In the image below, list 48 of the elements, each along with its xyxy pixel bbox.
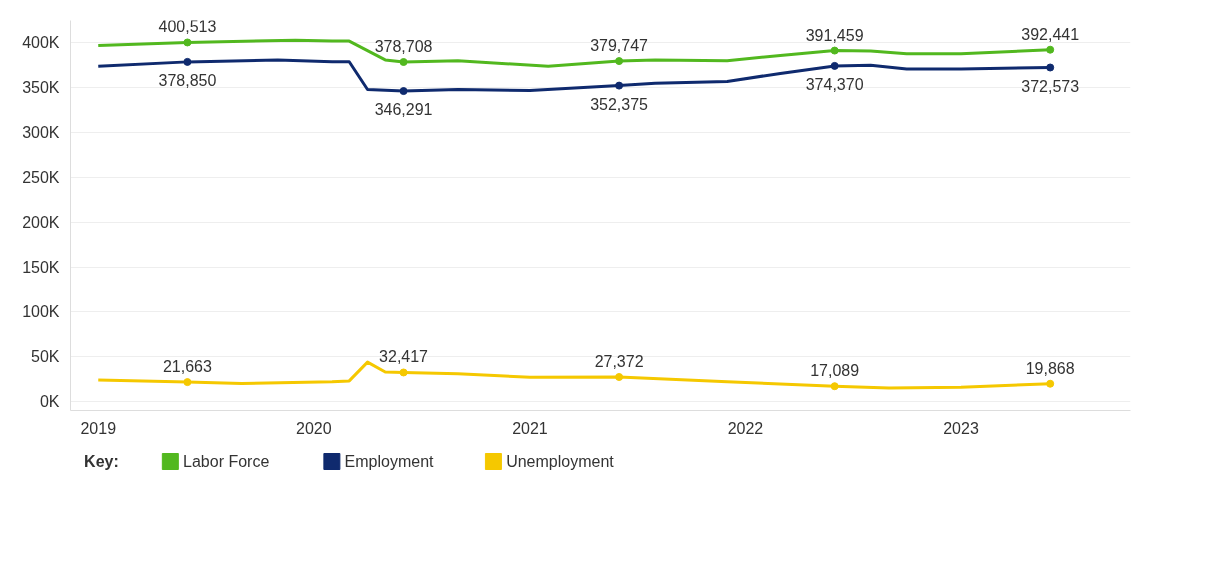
legend-title: Key: [84, 453, 119, 470]
y-tick-label: 0K [39, 393, 60, 411]
y-tick-label: 250K [22, 168, 60, 186]
x-tick-label: 2021 [512, 419, 548, 437]
data-label: 392,441 [1021, 25, 1080, 43]
data-label: 378,708 [374, 38, 433, 55]
x-tick-label: 2020 [296, 419, 332, 437]
data-label: 346,291 [374, 101, 433, 119]
legend-label: Employment [344, 453, 435, 470]
point [1046, 45, 1055, 54]
point [183, 38, 192, 47]
data-label: 400,513 [158, 18, 217, 36]
y-tick-label: 400K [22, 34, 60, 52]
data-label: 379,747 [590, 37, 649, 55]
data-label: 374,370 [805, 75, 864, 93]
x-tick-label: 2022 [727, 419, 764, 437]
y-tick-label: 350K [22, 79, 60, 97]
y-tick-label: 100K [22, 303, 60, 321]
x-tick-label: 2019 [80, 419, 117, 437]
point [399, 58, 408, 66]
data-label: 372,573 [1021, 77, 1080, 95]
data-label: 21,663 [162, 358, 212, 376]
y-tick-label: 300K [22, 124, 60, 142]
point [183, 378, 192, 387]
point [830, 382, 839, 391]
point [399, 87, 408, 96]
legend-label: Labor Force [183, 453, 270, 470]
data-label: 17,089 [810, 362, 860, 380]
point [615, 57, 624, 66]
point [615, 373, 624, 381]
x-tick-label: 2023 [943, 419, 979, 437]
point [1046, 63, 1055, 72]
y-tick-label: 200K [22, 213, 60, 231]
point [183, 57, 192, 66]
point [615, 81, 624, 90]
data-label: 391,459 [805, 26, 864, 44]
data-label: 32,417 [379, 348, 429, 366]
legend-label: Unemployment [506, 453, 615, 470]
y-tick-label: 50K [31, 348, 60, 366]
data-label: 27,372 [594, 352, 644, 370]
point [830, 46, 839, 55]
point [830, 61, 839, 70]
data-label: 378,850 [158, 71, 217, 89]
y-tick-label: 150K [22, 258, 60, 276]
data-label: 19,868 [1025, 359, 1075, 377]
data-label: 352,375 [590, 95, 649, 113]
point [1046, 379, 1055, 388]
point [399, 368, 408, 377]
